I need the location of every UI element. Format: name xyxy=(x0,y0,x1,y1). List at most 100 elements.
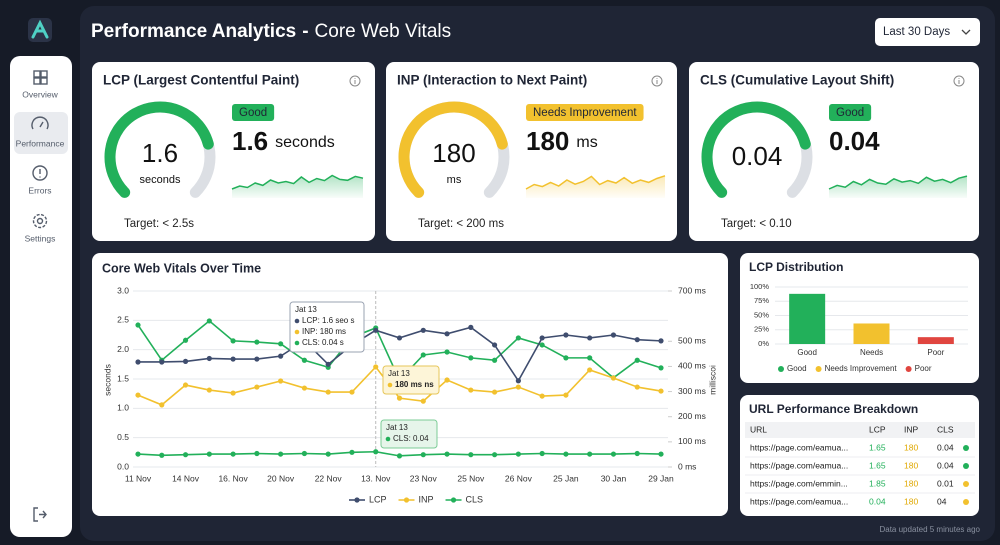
tooltip-box xyxy=(380,419,438,449)
series-point xyxy=(182,337,189,343)
series-point xyxy=(206,387,212,393)
range-dropdown[interactable]: Last 30 Days xyxy=(875,18,980,46)
kpi-target: Target: < 0.10 xyxy=(721,218,792,230)
kpi-unit: ms xyxy=(576,134,597,151)
series-point xyxy=(182,382,189,388)
series-point xyxy=(278,378,284,384)
series-point xyxy=(539,450,545,457)
series-point xyxy=(420,452,426,458)
y-tick-label: 0.5 xyxy=(117,432,129,442)
legend-label: CLS xyxy=(466,494,484,504)
nav-icon xyxy=(36,217,44,225)
table-cell: 180 xyxy=(904,442,918,452)
nav-icon xyxy=(33,70,41,78)
x-tick-label: 30 Jan xyxy=(601,473,627,483)
series-point xyxy=(610,332,617,338)
table-cell: 1.65 xyxy=(869,460,886,470)
series-point xyxy=(634,337,640,343)
title-sub: Core Web Vitals xyxy=(315,21,452,42)
bar xyxy=(789,293,826,344)
series-point xyxy=(325,361,331,367)
dropdown-box xyxy=(875,18,980,46)
table-cell: https://page.com/eamua... xyxy=(750,460,848,470)
table-header: CLS xyxy=(937,424,954,434)
series-point xyxy=(444,377,450,383)
logout-icon[interactable] xyxy=(33,507,47,522)
series-point xyxy=(349,389,355,395)
y-tick-label: 0.0 xyxy=(117,461,129,471)
series-point xyxy=(491,357,498,363)
gauge-unit: ms xyxy=(447,174,462,186)
y2-tick-label: 300 ms xyxy=(678,386,706,396)
series-point xyxy=(206,451,212,457)
tooltip: Jat 13 180 ms ns xyxy=(382,365,440,395)
gauge-value: 1.6 xyxy=(142,138,178,168)
chart-title: Core Web Vitals Over Time xyxy=(102,261,261,275)
x-tick-label: 16. Nov xyxy=(218,473,248,483)
sparkline xyxy=(828,175,968,190)
series-point xyxy=(515,378,521,384)
series-point xyxy=(301,357,308,363)
nav-icon xyxy=(31,116,49,130)
legend-dot xyxy=(778,366,784,372)
tooltip: Jat 13 LCP: 1.6 seo s INP: 180 ms CLS: 0.04… xyxy=(289,301,365,353)
nav-icon xyxy=(40,70,48,78)
kpi-number: 180 xyxy=(526,126,569,156)
tooltip-line: 180 ms ns xyxy=(395,380,434,389)
series-point xyxy=(301,450,308,457)
tooltip-dot xyxy=(294,329,300,335)
y2-tick-label: 400 ms xyxy=(678,361,706,371)
series-point xyxy=(254,339,260,345)
nav-item[interactable]: Performance xyxy=(14,112,68,154)
series-point xyxy=(610,451,617,457)
series-point xyxy=(278,341,284,347)
bar xyxy=(853,323,890,344)
tooltip-dot xyxy=(385,436,391,442)
table-cell: 0.04 xyxy=(937,460,954,470)
nav-item[interactable]: Errors xyxy=(28,165,52,195)
tooltip-dot xyxy=(294,340,300,346)
series-point xyxy=(396,395,403,401)
series-point xyxy=(634,357,640,363)
table-header: INP xyxy=(904,424,919,434)
tooltip-line: Jat 13 xyxy=(388,369,410,378)
series-point xyxy=(301,385,308,391)
y2-axis-label: milliscoi xyxy=(707,365,717,395)
info-icon xyxy=(651,75,663,87)
series-point xyxy=(658,365,664,371)
series-point xyxy=(230,390,236,396)
y-tick-label: 50% xyxy=(754,310,769,319)
series-point xyxy=(468,324,474,330)
kpi-number: 0.04 xyxy=(829,126,880,156)
x-tick-label: 23 Nov xyxy=(410,473,438,483)
status-dot xyxy=(963,499,969,505)
series-point xyxy=(206,318,212,324)
series-point xyxy=(587,451,593,457)
series-point xyxy=(135,451,141,457)
bar-chart-card xyxy=(740,253,979,383)
series-point xyxy=(325,389,331,395)
table-cell: 1.85 xyxy=(869,478,886,488)
table-cell: https://page.com/emmin... xyxy=(750,478,848,488)
series-point xyxy=(182,358,189,364)
table-cell: 04 xyxy=(937,496,947,506)
kpi-value: 1.6 seconds xyxy=(232,126,335,156)
series-point xyxy=(159,452,165,458)
info-icon xyxy=(349,75,361,87)
legend-swatch-dot xyxy=(354,497,360,503)
series-point xyxy=(230,356,236,362)
x-tick-label: 29 Jan xyxy=(648,473,674,483)
series-point xyxy=(634,384,640,390)
kpi-value: 0.04 xyxy=(829,126,880,156)
nav-item[interactable]: Overview xyxy=(22,70,59,99)
series-point xyxy=(468,452,474,458)
series-point xyxy=(587,367,593,373)
series-point xyxy=(610,375,617,381)
sparkline-area xyxy=(829,176,967,198)
y-tick-label: 1.0 xyxy=(117,403,129,413)
series-point xyxy=(658,451,664,457)
series-point xyxy=(563,392,569,398)
series-point xyxy=(420,398,426,404)
nav-item[interactable]: Settings xyxy=(25,213,56,244)
